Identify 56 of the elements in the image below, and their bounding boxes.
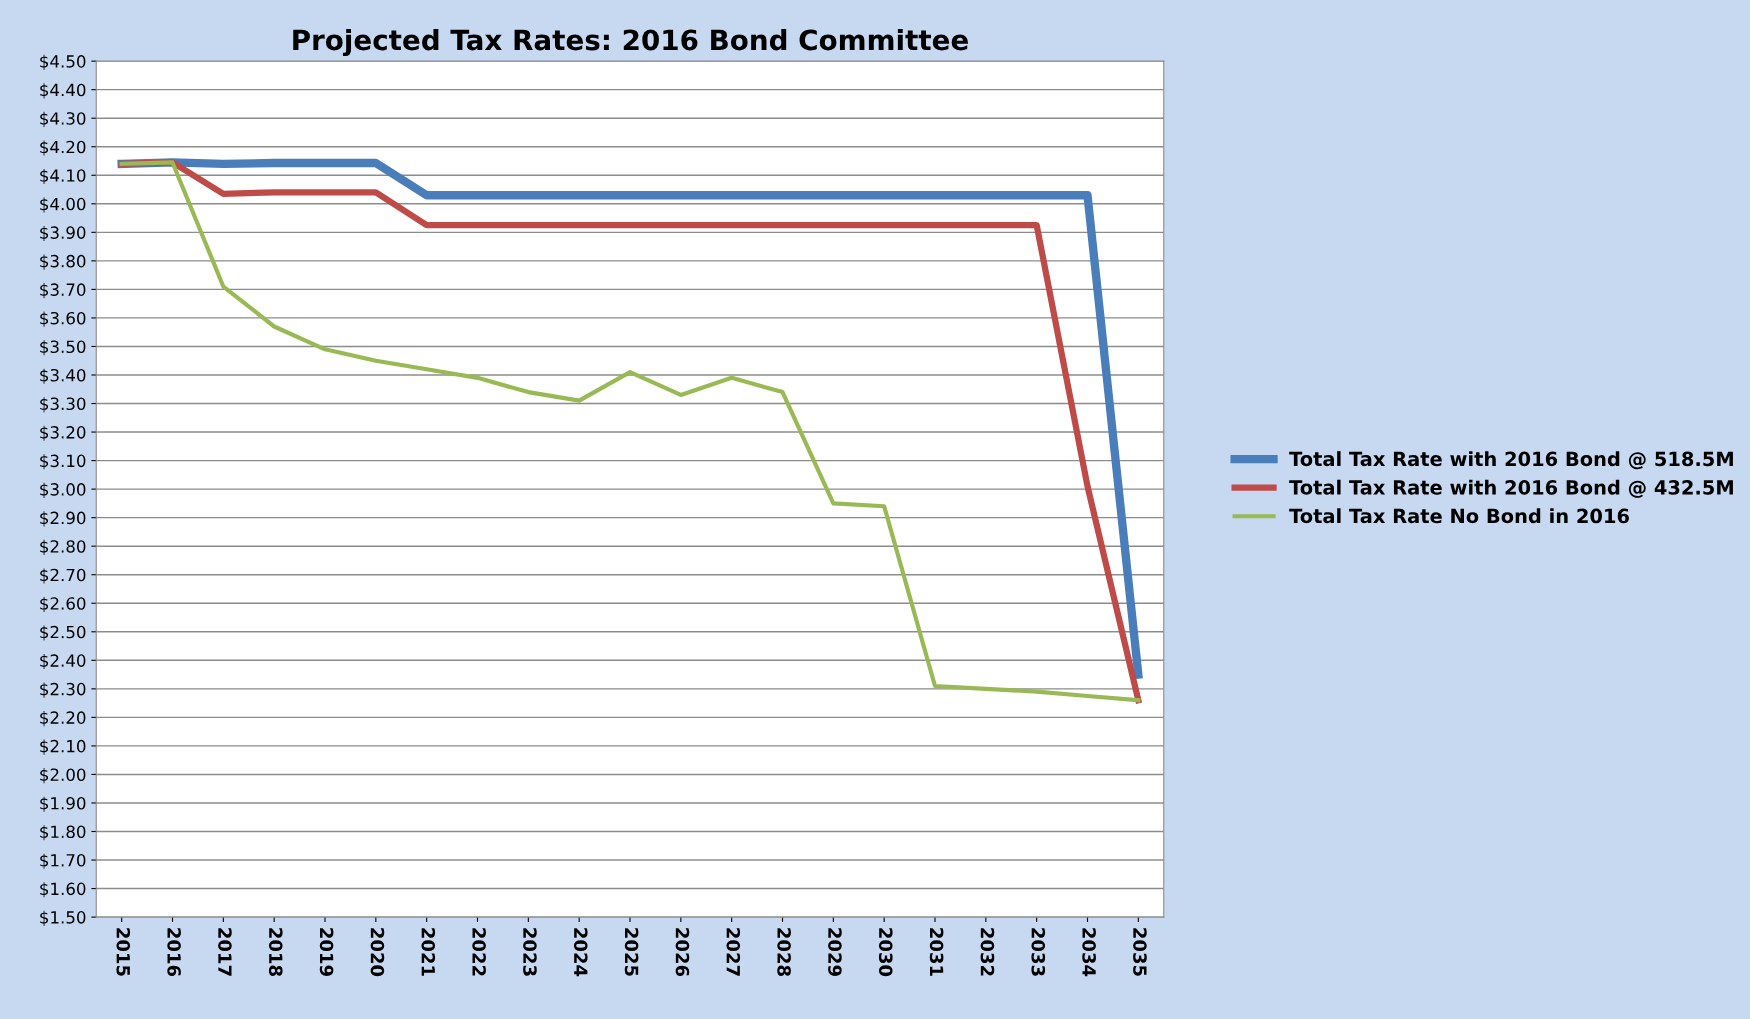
x-tick-label: 2015	[116, 928, 131, 976]
y-tick-label: $3.80	[40, 254, 86, 270]
y-tick-label: $4.40	[40, 83, 86, 99]
y-tick-label: $2.10	[40, 739, 86, 755]
y-tick-label: $2.30	[40, 682, 86, 698]
x-tick-label: 2031	[929, 928, 944, 976]
y-tick-label: $3.50	[40, 340, 86, 356]
x-tick-label: 2020	[370, 928, 385, 977]
y-tick-label: $1.60	[40, 882, 86, 898]
legend-label: Total Tax Rate with 2016 Bond @ 432.5M	[1289, 479, 1733, 498]
y-tick-label: $1.50	[40, 910, 86, 926]
y-tick-label: $3.20	[40, 425, 86, 441]
y-tick-label: $2.00	[40, 768, 86, 784]
x-tick-label: 2024	[573, 928, 588, 977]
y-tick-label: $1.80	[40, 825, 86, 841]
x-tick-label: 2019	[319, 928, 334, 976]
y-tick-label: $3.40	[40, 368, 86, 384]
y-tick-label: $2.80	[40, 539, 86, 555]
y-tick-label: $3.70	[40, 283, 86, 299]
y-tick-label: $2.40	[40, 653, 86, 670]
x-tick-label: 2022	[472, 928, 486, 976]
x-tick-label: 2023	[523, 928, 537, 976]
x-tick-label: 2021	[421, 928, 436, 976]
y-tick-label: $3.90	[40, 226, 86, 242]
x-tick-label: 2035	[1133, 928, 1147, 976]
x-tick-label: 2028	[777, 928, 791, 976]
x-tick-label: 2026	[675, 928, 690, 977]
x-tick-label: 2030	[878, 928, 893, 977]
x-tick-label: 2029	[828, 928, 842, 976]
y-tick-label: $3.00	[40, 482, 86, 498]
x-tick-label: 2017	[218, 928, 232, 976]
y-tick-label: $4.30	[40, 111, 86, 127]
x-tick-label: 2016	[167, 928, 181, 977]
y-tick-label: $4.50	[40, 54, 86, 70]
legend-label: Total Tax Rate with 2016 Bond @ 518.5M	[1289, 451, 1733, 470]
y-tick-label: $1.90	[40, 796, 86, 812]
x-tick-label: 2034	[1082, 928, 1096, 977]
y-tick-label: $2.50	[40, 625, 86, 641]
x-tick-label: 2025	[624, 928, 639, 976]
y-tick-label: $4.00	[40, 197, 86, 213]
y-tick-label: $2.70	[40, 568, 86, 584]
y-tick-label: $4.20	[40, 140, 86, 156]
y-tick-label: $1.70	[40, 853, 86, 869]
legend-label: Total Tax Rate No Bond in 2016	[1289, 508, 1629, 524]
y-tick-label: $2.60	[40, 596, 86, 613]
y-tick-label: $2.90	[40, 511, 86, 527]
y-tick-label: $2.20	[40, 711, 86, 727]
y-tick-label: $3.30	[40, 397, 86, 413]
y-tick-label: $3.10	[40, 454, 86, 470]
y-tick-label: $3.60	[40, 311, 86, 327]
chart-title: Projected Tax Rates: 2016 Bond Committee	[293, 28, 968, 57]
x-tick-label: 2032	[980, 928, 995, 976]
x-tick-label: 2027	[726, 928, 741, 976]
x-tick-label: 2033	[1031, 928, 1046, 976]
y-tick-label: $4.10	[40, 168, 86, 185]
x-tick-label: 2018	[268, 928, 283, 976]
